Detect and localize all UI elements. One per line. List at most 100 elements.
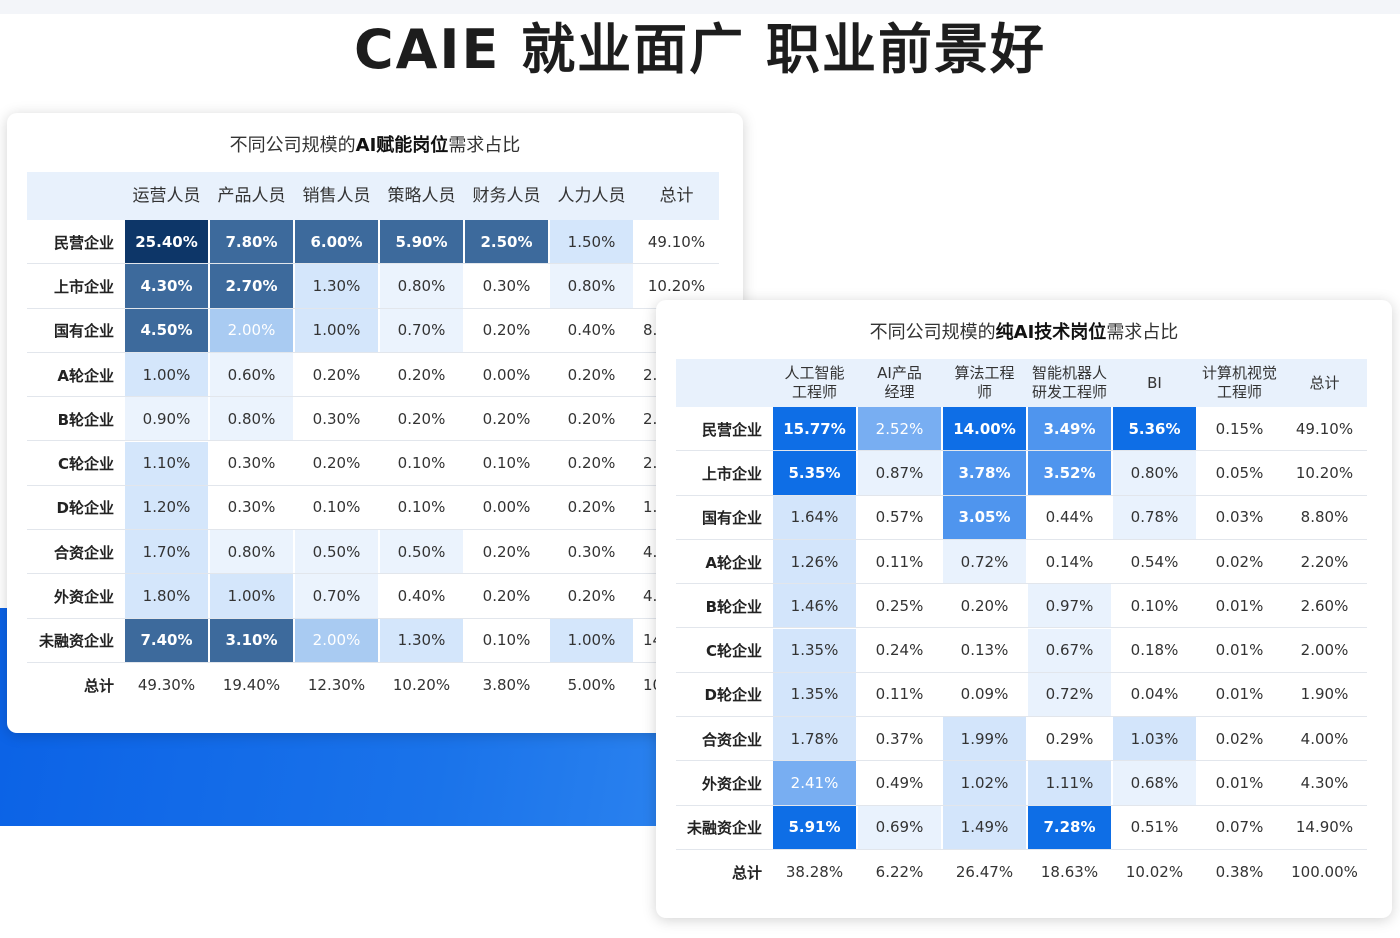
value-cell: 0.80% — [210, 397, 293, 441]
top-band — [0, 0, 1400, 14]
row-label: 外资企业 — [701, 775, 762, 794]
value-cell: 1.00% — [125, 352, 208, 397]
row-total-cell: 1. — [643, 498, 658, 517]
value-cell: 7.80% — [210, 220, 293, 264]
table-row: 合资企业 1.70% 0.80% 0.50% 0.50% 0.20% 0.30% 4. — [27, 530, 719, 575]
value-cell: 4.50% — [125, 308, 208, 352]
table-row: A轮企业 1.00% 0.60% 0.20% 0.20% 0.00% 0.20% 2. — [27, 352, 719, 398]
value-cell: 0.70% — [295, 574, 378, 618]
value-cell: 3.49% — [1028, 407, 1111, 451]
title-part-2: AI赋能岗位 — [355, 135, 449, 156]
value-cell: 10.20% — [392, 675, 451, 694]
value-cell: 0.30% — [550, 530, 633, 574]
table-row: 国有企业 4.50% 2.00% 1.00% 0.70% 0.20% 0.40% 8. — [27, 308, 719, 353]
value-cell: 0.20% — [465, 308, 548, 352]
column-header: 销售人员 — [302, 186, 371, 206]
row-label: 国有企业 — [53, 322, 114, 341]
row-label: 总计 — [731, 863, 762, 882]
value-cell: 0.38% — [1215, 862, 1264, 881]
value-cell: 1.80% — [125, 574, 208, 618]
table-row: 民营企业 25.40% 7.80% 6.00% 5.90% 2.50% 1.50% 49.10… — [27, 220, 719, 265]
value-cell: 0.60% — [210, 352, 293, 397]
value-cell: 2.70% — [210, 264, 293, 308]
row-total-cell: 8. — [643, 321, 658, 340]
value-cell: 0.07% — [1198, 805, 1281, 849]
value-cell: 1.49% — [943, 805, 1026, 849]
value-cell: 0.20% — [550, 574, 633, 618]
value-cell: 0.03% — [1198, 495, 1281, 539]
row-total-cell: 2. — [643, 454, 658, 473]
table-row: C轮企业 1.35% 0.24% 0.13% 0.67% 0.18% 0.01% 2.00% — [676, 628, 1367, 673]
pure-ai-roles-table: 人工智能 工程师 AI产品 经理 算法工程 师智能机器人 研发工程师 BI 计算机视觉 … — [676, 359, 1367, 894]
value-cell: 0.01% — [1198, 584, 1281, 628]
value-cell: 0.20% — [550, 485, 633, 530]
value-cell: 0.11% — [858, 672, 941, 717]
value-cell: 7.28% — [1028, 805, 1111, 849]
value-cell: 0.80% — [1113, 451, 1196, 495]
value-cell: 0.54% — [1113, 539, 1196, 584]
value-cell: 5.36% — [1113, 407, 1196, 451]
column-header: AI产品 经理 — [877, 364, 922, 401]
value-cell: 0.30% — [295, 397, 378, 441]
value-cell: 0.80% — [210, 530, 293, 574]
value-cell: 2.00% — [210, 308, 293, 352]
table-row: B轮企业 1.46% 0.25% 0.20% 0.97% 0.10% 0.01% 2.60% — [676, 584, 1367, 629]
value-cell: 12.30% — [307, 675, 366, 694]
row-total-cell: 1.90% — [1300, 685, 1349, 704]
table-row: 外资企业 2.41% 0.49% 1.02% 1.11% 0.68% 0.01% 4.30% — [676, 761, 1367, 806]
value-cell: 1.64% — [773, 495, 856, 539]
value-cell: 0.50% — [380, 530, 463, 574]
value-cell: 0.20% — [943, 584, 1026, 628]
column-header: 计算机视觉 工程师 — [1201, 364, 1277, 401]
value-cell: 0.20% — [465, 397, 548, 441]
row-label: D轮企业 — [704, 686, 762, 705]
value-cell: 3.10% — [210, 618, 293, 662]
value-cell: 0.15% — [1198, 407, 1281, 451]
value-cell: 0.40% — [380, 574, 463, 618]
value-cell: 1.46% — [773, 584, 856, 628]
table-row: B轮企业 0.90% 0.80% 0.30% 0.20% 0.20% 0.20% 2. — [27, 397, 719, 442]
table-row: 外资企业 1.80% 1.00% 0.70% 0.40% 0.20% 0.20% 4. — [27, 574, 719, 619]
column-header: 算法工程 师 — [954, 364, 1015, 401]
row-label: 合资企业 — [701, 730, 762, 749]
row-total-cell: 14.90% — [1295, 818, 1354, 837]
value-cell: 0.10% — [295, 485, 378, 530]
row-label: 民营企业 — [701, 420, 762, 439]
column-header: 产品人员 — [217, 186, 286, 206]
value-cell: 0.10% — [465, 441, 548, 485]
value-cell: 0.04% — [1113, 672, 1196, 717]
value-cell: 0.90% — [125, 397, 208, 441]
value-cell: 0.67% — [1028, 628, 1111, 672]
value-cell: 2.00% — [295, 618, 378, 662]
value-cell: 14.00% — [943, 407, 1026, 451]
row-total-cell: 49.10% — [1295, 419, 1354, 438]
value-cell: 0.37% — [858, 717, 941, 761]
table-row: D轮企业 1.20% 0.30% 0.10% 0.10% 0.00% 0.20% 1. — [27, 485, 719, 531]
value-cell: 6.22% — [875, 862, 924, 881]
row-total-cell: 49.10% — [647, 232, 706, 251]
row-label: 合资企业 — [53, 543, 114, 562]
value-cell: 0.09% — [943, 672, 1026, 717]
value-cell: 1.30% — [380, 618, 463, 662]
value-cell: 1.99% — [943, 717, 1026, 761]
value-cell: 0.00% — [465, 485, 548, 530]
value-cell: 5.91% — [773, 805, 856, 849]
pure-ai-roles-card: 不同公司规模的纯AI技术岗位需求占比 人工智能 工程师 AI产品 经理 算法工程 师… — [656, 300, 1392, 918]
value-cell: 0.20% — [295, 441, 378, 485]
value-cell: 0.70% — [380, 308, 463, 352]
value-cell: 0.57% — [858, 495, 941, 539]
title-part-3: 需求占比 — [448, 135, 521, 156]
table-row: A轮企业 1.26% 0.11% 0.72% 0.14% 0.54% 0.02% 2.20% — [676, 539, 1367, 585]
table-header: 人工智能 工程师 AI产品 经理 算法工程 师智能机器人 研发工程师 BI 计算机视觉 … — [676, 359, 1367, 407]
title-part-2: 纯AI技术岗位 — [995, 322, 1107, 343]
value-cell: 0.10% — [1113, 584, 1196, 628]
value-cell: 1.02% — [943, 761, 1026, 805]
value-cell: 10.02% — [1125, 862, 1184, 881]
row-total-cell: 4. — [643, 542, 658, 561]
value-cell: 1.26% — [773, 539, 856, 584]
value-cell: 0.11% — [858, 539, 941, 584]
title-part-3: 需求占比 — [1106, 322, 1179, 343]
table-row: 合资企业 1.78% 0.37% 1.99% 0.29% 1.03% 0.02% 4.00% — [676, 717, 1367, 762]
value-cell: 1.78% — [773, 717, 856, 761]
